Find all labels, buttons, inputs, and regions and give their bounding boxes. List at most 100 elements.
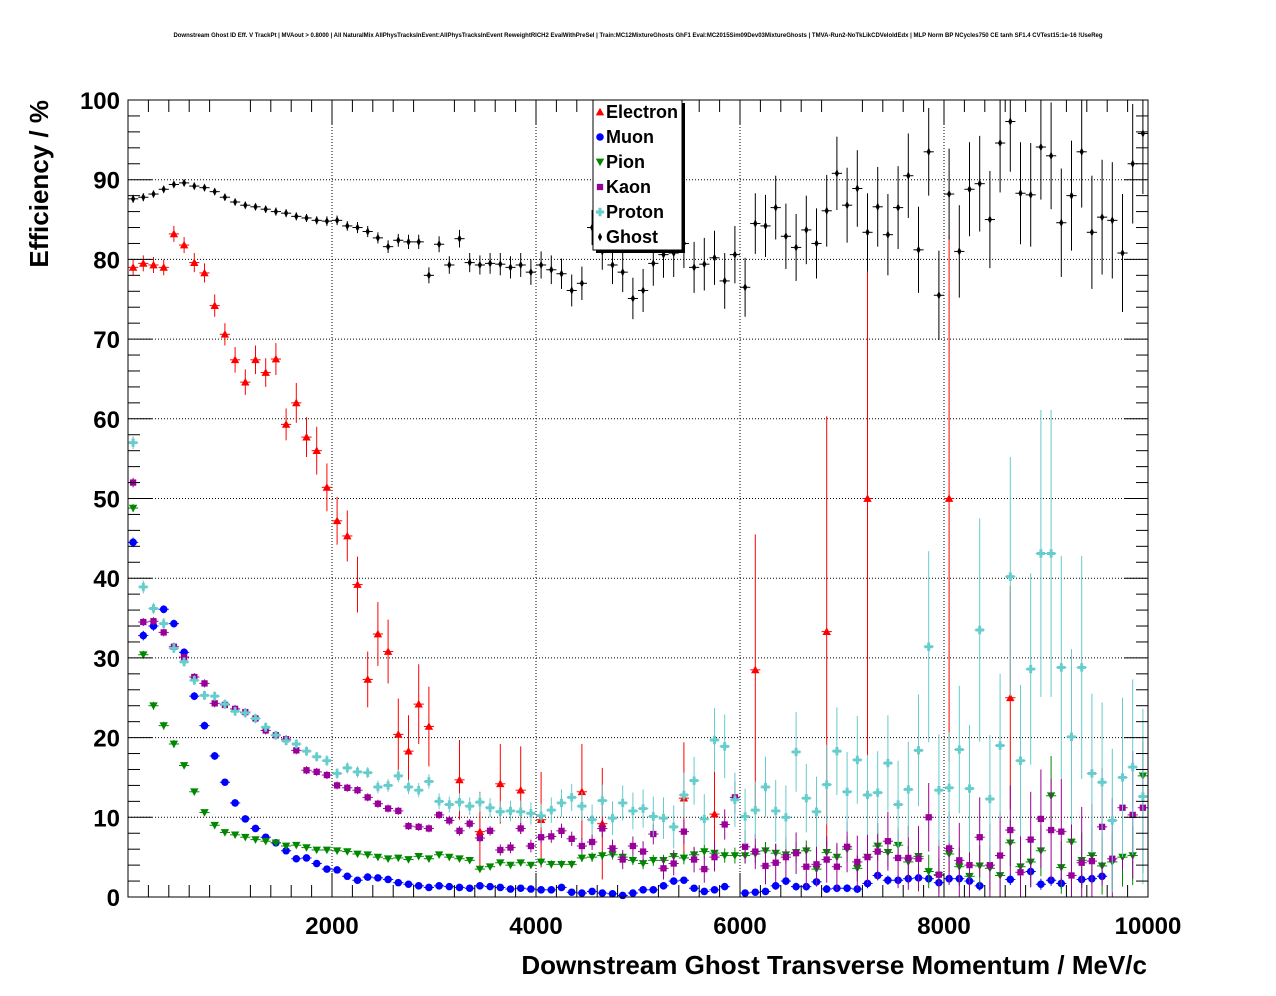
electron-point: [822, 627, 831, 635]
muon-point: [588, 887, 596, 896]
proton-point: [190, 676, 199, 685]
ghost-point: [906, 171, 911, 180]
electron-point: [1006, 693, 1015, 702]
ghost-point: [324, 216, 329, 226]
kaon-point: [629, 842, 637, 850]
kaon-point: [1017, 869, 1024, 876]
proton-point: [394, 771, 403, 781]
kaon-point: [395, 807, 402, 815]
proton-point: [485, 803, 495, 812]
muon-point: [139, 631, 148, 640]
proton-point: [261, 723, 270, 732]
pion-point: [424, 855, 434, 863]
ghost-point: [845, 201, 850, 210]
proton-point: [445, 800, 454, 809]
pion-point: [475, 865, 485, 874]
kaon-point: [935, 871, 943, 878]
legend-marker-proton: [595, 207, 605, 217]
muon-point: [567, 888, 576, 896]
kaon-point: [690, 856, 698, 863]
kaon-point: [925, 814, 932, 821]
pion-point: [679, 854, 689, 863]
ghost-point: [233, 197, 238, 207]
ghost-point: [896, 203, 901, 212]
pion-point: [526, 861, 536, 870]
electron-point: [149, 260, 158, 269]
muon-point: [639, 886, 647, 894]
proton-point: [128, 438, 138, 447]
muon-point: [669, 877, 678, 885]
muon-point: [221, 778, 229, 787]
ghost-point: [314, 216, 319, 225]
pion-point: [159, 722, 168, 730]
proton-point: [363, 768, 372, 777]
electron-point: [251, 355, 260, 364]
muon-point: [496, 883, 505, 892]
kaon-point: [578, 842, 586, 850]
ghost-point: [182, 178, 187, 188]
ghost-point: [253, 202, 258, 211]
pion-point: [434, 851, 444, 859]
legend-marker-electron: [595, 107, 605, 116]
proton-point: [302, 746, 311, 756]
proton-point: [547, 805, 556, 815]
proton-point: [1128, 762, 1137, 772]
pion-point: [179, 762, 189, 770]
kaon-point: [996, 852, 1004, 859]
legend-label-muon: Muon: [606, 127, 654, 147]
legend-marker-kaon: [596, 183, 604, 191]
muon-point: [1006, 875, 1015, 884]
electron-point: [577, 787, 587, 796]
ghost-point: [539, 260, 544, 270]
pion-point: [638, 860, 648, 868]
proton-point: [241, 708, 250, 718]
legend-marker-pion: [595, 158, 605, 167]
proton-point: [496, 807, 505, 816]
proton-point: [220, 699, 230, 709]
proton-point: [159, 619, 168, 628]
kaon-point: [405, 822, 412, 830]
ghost-point: [1140, 129, 1145, 138]
kaon-point: [711, 854, 718, 861]
ghost-point: [998, 138, 1003, 148]
kaon-point: [741, 843, 749, 850]
kaon-point: [864, 854, 871, 861]
pion-point: [261, 837, 270, 846]
proton-point: [904, 785, 913, 794]
muon-point: [241, 815, 250, 823]
muon-point: [557, 883, 566, 892]
kaon-point: [476, 834, 484, 842]
ghost-point: [528, 267, 533, 277]
proton-point: [312, 752, 321, 761]
proton-point: [1036, 549, 1046, 558]
ghost-point: [518, 260, 523, 270]
muon-point: [170, 619, 178, 628]
muon-point: [853, 885, 862, 893]
proton-point: [689, 776, 699, 785]
electron-point: [751, 665, 760, 674]
ghost-point: [1049, 151, 1054, 160]
kaon-point: [293, 747, 300, 754]
proton-point: [720, 742, 729, 751]
proton-point: [965, 784, 974, 793]
proton-point: [822, 780, 831, 789]
kaon-point: [384, 805, 392, 812]
legend-label-proton: Proton: [606, 202, 664, 222]
kaon-point: [956, 857, 963, 864]
ghost-point: [916, 245, 921, 255]
electron-point: [394, 730, 403, 738]
kaon-point: [752, 848, 759, 855]
muon-point: [578, 889, 586, 897]
ghost-point: [457, 234, 462, 243]
proton-point: [577, 801, 587, 811]
ghost-point: [885, 230, 890, 239]
electron-point: [343, 531, 352, 540]
kaon-point: [833, 863, 841, 870]
kaon-point: [507, 844, 514, 851]
y-tick-label: 0: [107, 885, 120, 912]
proton-point: [404, 782, 413, 792]
muon-point: [608, 890, 617, 898]
y-tick-label: 20: [93, 726, 120, 753]
ghost-point: [936, 291, 941, 300]
x-tick-label: 10000: [1115, 913, 1182, 940]
